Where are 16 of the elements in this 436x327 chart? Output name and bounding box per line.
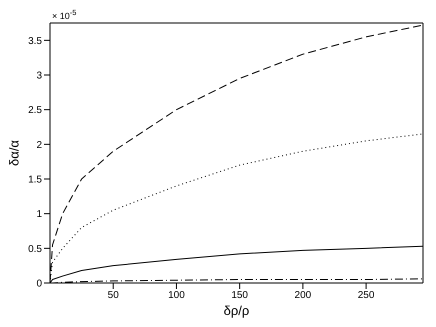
- y-tick-label: 2.5: [28, 105, 42, 116]
- x-tick-label: 200: [294, 290, 312, 302]
- y-tick-label: 2: [36, 140, 42, 151]
- y-tick-label: 3.5: [28, 36, 42, 47]
- x-axis-title: δρ/ρ: [224, 303, 250, 318]
- y-tick-label: 3: [36, 70, 42, 82]
- y-axis-title: δα/α: [6, 140, 22, 166]
- x-tick-label: 50: [108, 290, 120, 302]
- y-tick-label: 0.5: [28, 244, 42, 255]
- y-tick-label: 1.5: [28, 174, 42, 186]
- x-tick-label: 250: [358, 290, 375, 302]
- x-tick-label: 100: [168, 290, 186, 302]
- y-tick-label: 1: [36, 209, 42, 220]
- x-tick-label: 150: [231, 290, 248, 302]
- text: × 10$^{-5}$: [52, 8, 76, 21]
- y-tick-label: 0: [36, 278, 42, 290]
